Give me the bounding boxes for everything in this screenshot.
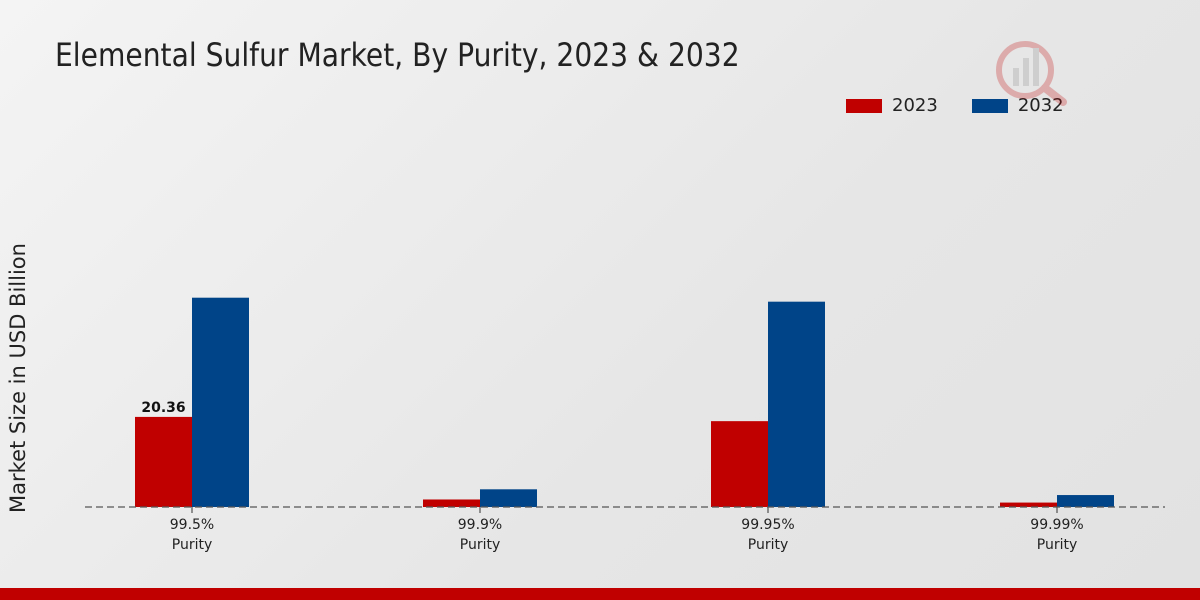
legend-item-2023: 2023 — [846, 95, 938, 116]
x-tick-label-0-0: 99.5% — [170, 517, 214, 533]
footer-bar — [0, 588, 1200, 600]
x-tick-label-1-1: Purity — [460, 537, 501, 553]
x-tick-label-3-1: Purity — [1037, 537, 1078, 553]
bar-2023-0 — [135, 416, 192, 507]
x-tick-label-0-1: Purity — [172, 537, 213, 553]
x-tick-label-3-0: 99.99% — [1030, 517, 1083, 533]
bar-2023-1 — [423, 499, 480, 507]
bar-2032-1 — [480, 489, 537, 507]
legend-item-2032: 2032 — [971, 95, 1064, 116]
logo-icon — [996, 41, 1067, 106]
legend-swatch-2032 — [971, 98, 1008, 113]
legend-label-2032: 2032 — [1017, 95, 1064, 116]
x-tick-label-2-0: 99.95% — [741, 517, 794, 533]
legend-swatch-2023 — [846, 98, 882, 113]
x-tick-label-1-0: 99.9% — [458, 517, 502, 533]
data-label-0: 20.36 — [141, 400, 185, 416]
bar-2023-3 — [1000, 502, 1057, 507]
legend: 2023 2032 — [846, 95, 1064, 116]
legend-label-2023: 2023 — [892, 95, 938, 116]
chart-title: Elemental Sulfur Market, By Purity, 2023… — [55, 36, 740, 74]
x-tick-label-2-1: Purity — [748, 537, 789, 553]
bar-2032-2 — [768, 301, 825, 507]
bar-2032-3 — [1057, 495, 1114, 507]
bar-2023-2 — [711, 421, 768, 507]
bar-2032-0 — [192, 297, 249, 507]
